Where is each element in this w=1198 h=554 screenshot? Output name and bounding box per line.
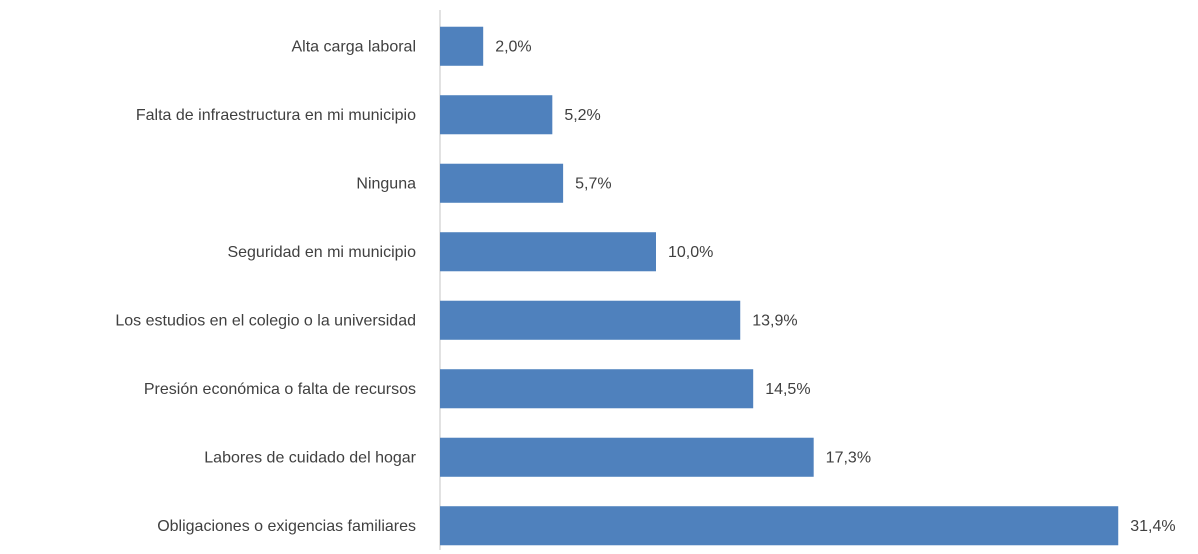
y-tick-label: Ninguna [356, 175, 416, 192]
bar [440, 26, 484, 66]
y-tick-label: Obligaciones o exigencias familiares [157, 518, 416, 535]
bar [440, 95, 553, 135]
bar [440, 300, 741, 340]
bar [440, 163, 564, 203]
y-tick-label: Falta de infraestructura en mi municipio [136, 107, 416, 124]
y-tick-label: Presión económica o falta de recursos [144, 381, 416, 398]
data-label: 10,0% [668, 244, 713, 261]
bar [440, 369, 754, 409]
data-label: 5,7% [575, 175, 611, 192]
data-label: 13,9% [752, 312, 797, 329]
data-label: 2,0% [495, 38, 531, 55]
data-label: 14,5% [765, 381, 810, 398]
bar [440, 506, 1119, 546]
bar [440, 437, 814, 477]
data-label: 5,2% [564, 107, 600, 124]
y-tick-label: Seguridad en mi municipio [227, 244, 416, 261]
bar [440, 232, 656, 272]
y-tick-label: Los estudios en el colegio o la universi… [115, 312, 416, 329]
data-label: 17,3% [826, 449, 871, 466]
y-tick-label: Labores de cuidado del hogar [204, 449, 416, 466]
data-label: 31,4% [1130, 518, 1175, 535]
y-tick-label: Alta carga laboral [291, 38, 416, 55]
